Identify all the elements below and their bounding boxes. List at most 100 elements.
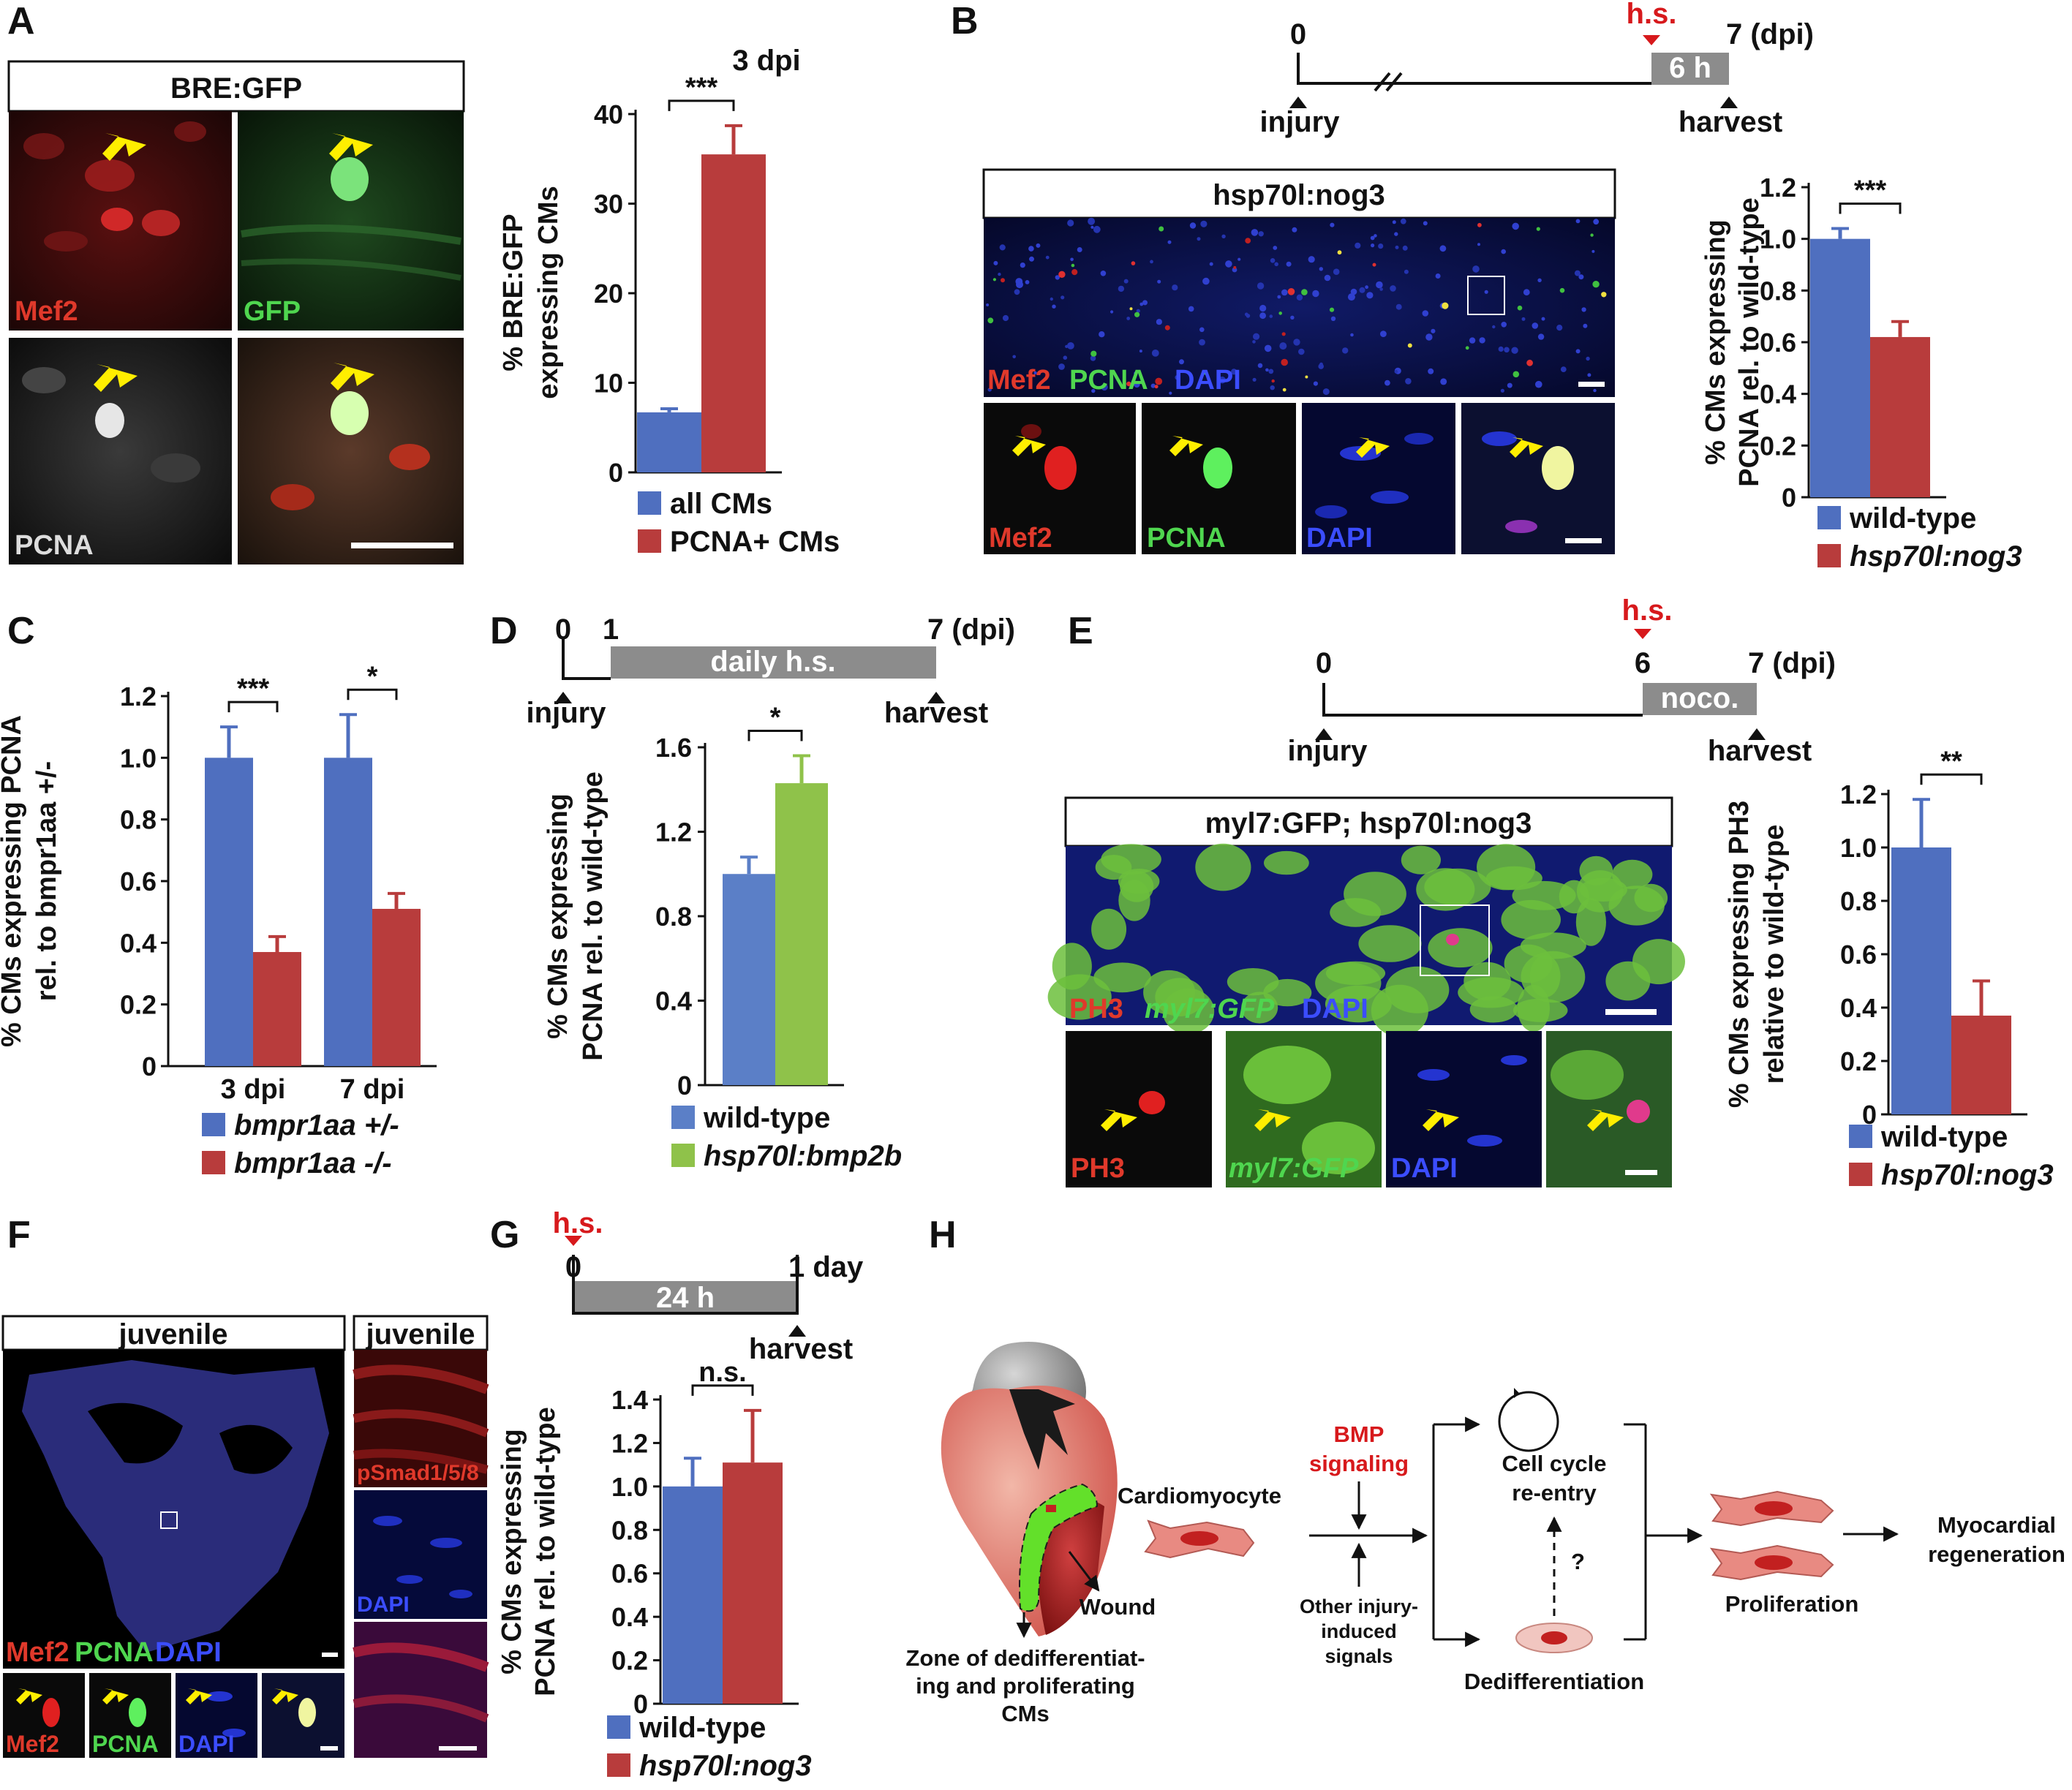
nucleus-dot xyxy=(1395,245,1399,249)
significance-label-e: ** xyxy=(1940,746,1962,777)
nucleus-dot xyxy=(1270,385,1275,390)
nucleus-dot xyxy=(1091,388,1096,393)
myocyte-blob xyxy=(1575,898,1606,946)
nucleus-dot xyxy=(1265,368,1269,372)
nucleus-dot xyxy=(1172,284,1178,291)
nucleus-dot xyxy=(1318,363,1324,369)
bar-c-bmpr1aa- xyxy=(205,758,253,1066)
nucleus-dot xyxy=(992,278,996,282)
y-tick-label-e: 0.4 xyxy=(1840,993,1877,1023)
nucleus-dot xyxy=(1100,271,1107,276)
panel-h-diagram: Wound Zone of dedifferentiat- ing and pr… xyxy=(905,1342,2065,1726)
nucleus-dot xyxy=(1333,268,1340,276)
nucleus-dot xyxy=(1197,237,1201,241)
significance-bracket-a xyxy=(668,99,735,111)
nucleus-dot xyxy=(1012,355,1016,359)
nucleus-dot xyxy=(1200,220,1208,227)
nucleus-dot xyxy=(1287,288,1295,295)
significance-label-g: n.s. xyxy=(698,1357,746,1388)
myocyte-blob xyxy=(1632,939,1685,985)
nucleus-dot xyxy=(1159,226,1164,232)
panel-b-timeline-end: 7 (dpi) xyxy=(1726,18,1814,50)
nucleus-dot xyxy=(1590,233,1594,237)
nucleus-dot xyxy=(1029,256,1034,262)
panel-a-tile-label-3: PCNA xyxy=(15,530,94,561)
nucleus-dot xyxy=(1385,379,1390,386)
bar-c-bmpr1aa- xyxy=(372,908,421,1066)
nucleus-dot xyxy=(1587,373,1591,377)
nucleus-dot xyxy=(1359,287,1365,293)
panel-b-micrographs: hsp70l:nog3 Mef2 PCNA DAPI Mef2 PCNA DAP… xyxy=(982,168,1616,554)
nucleus-dot xyxy=(1395,303,1402,310)
nucleus-dot xyxy=(1477,222,1482,227)
panel-e-overview-label-2: myl7:GFP xyxy=(1145,994,1275,1024)
legend-label-g: hsp70l:nog3 xyxy=(639,1750,812,1782)
nucleus-dot xyxy=(1002,314,1009,322)
y-axis-label-g: % CMs expressing xyxy=(497,1429,527,1674)
panel-g-timeline-start: 0 xyxy=(565,1251,581,1283)
myocyte-blob xyxy=(1241,992,1278,1024)
nucleus-dot xyxy=(1536,227,1540,231)
nucleus-dot xyxy=(1431,328,1436,333)
nucleus-dot xyxy=(1313,381,1318,386)
nucleus-dot xyxy=(1156,319,1162,325)
nucleus-dot xyxy=(1380,331,1387,337)
nucleus-dot xyxy=(1591,249,1595,253)
panel-b-tile-label-1: Mef2 xyxy=(989,523,1052,554)
nucleus-dot xyxy=(1150,383,1156,388)
y-tick-label-b: 1.2 xyxy=(1760,173,1796,203)
y-tick-label-e: 0.2 xyxy=(1840,1046,1877,1076)
y-axis-label-a: % BRE:GFP xyxy=(498,214,529,371)
nucleus-dot xyxy=(1164,325,1170,331)
nucleus-dot xyxy=(1045,255,1050,260)
bar-e-wild-type xyxy=(1891,847,1951,1114)
nucleus-dot xyxy=(1252,377,1257,382)
nucleus-dot xyxy=(1101,383,1108,391)
nucleus-dot xyxy=(1199,327,1205,333)
nucleus-dot xyxy=(1370,235,1375,241)
legend-label-a: PCNA+ CMs xyxy=(670,526,840,558)
panel-a-box-title: BRE:GFP xyxy=(170,72,302,105)
nucleus-dot xyxy=(1517,305,1523,311)
ph3-positive-cell xyxy=(1446,934,1459,945)
nucleus-dot xyxy=(1221,234,1226,238)
nucleus-dot xyxy=(1312,290,1319,298)
nucleus-dot xyxy=(1601,292,1607,298)
bar-c-bmpr1aa- xyxy=(253,951,301,1066)
nucleus-dot xyxy=(1126,317,1131,320)
myocyte-blob xyxy=(1095,855,1132,880)
panel-b-injury-label: injury xyxy=(1260,106,1341,138)
nucleus-dot xyxy=(1245,238,1251,243)
y-tick-label-c: 0.8 xyxy=(120,805,157,835)
y-tick-label-a: 10 xyxy=(594,369,623,399)
legend-swatch-c xyxy=(202,1151,225,1174)
panel-e-harvest-label: harvest xyxy=(1708,735,1812,767)
nucleus-dot xyxy=(1379,287,1383,291)
nucleus-dot xyxy=(987,388,992,392)
y-axis-label-g: PCNA rel. to wild-type xyxy=(530,1407,561,1696)
nucleus-dot xyxy=(1126,381,1131,387)
nucleus-dot xyxy=(987,317,994,324)
nucleus-dot xyxy=(1025,280,1030,284)
nucleus-dot xyxy=(1259,304,1267,312)
myocyte-blob xyxy=(1330,898,1382,927)
nucleus-dot xyxy=(1376,281,1383,289)
legend-label-c: bmpr1aa +/- xyxy=(234,1109,399,1141)
nucleus-dot xyxy=(1390,285,1396,292)
nucleus-dot xyxy=(1350,333,1354,337)
nucleus-dot xyxy=(1394,232,1398,236)
zone-label-3: CMs xyxy=(1001,1701,1049,1726)
heart-lumen xyxy=(1009,1389,1075,1470)
nucleus-dot xyxy=(1244,312,1248,317)
bar-d-hsp70l-bmp2b xyxy=(775,783,828,1085)
panel-letter-c: C xyxy=(7,610,35,652)
nucleus-dot xyxy=(1090,355,1096,361)
nucleus-dot xyxy=(1319,267,1324,271)
nucleus-dot xyxy=(1342,347,1349,354)
y-tick-label-c: 0.4 xyxy=(120,928,157,958)
nucleus-dot xyxy=(1521,317,1526,321)
panel-d-box-label: daily h.s. xyxy=(710,646,835,678)
nucleus-dot xyxy=(1202,277,1210,285)
nucleus-dot xyxy=(1202,370,1208,375)
wound-label: Wound xyxy=(1080,1594,1156,1620)
